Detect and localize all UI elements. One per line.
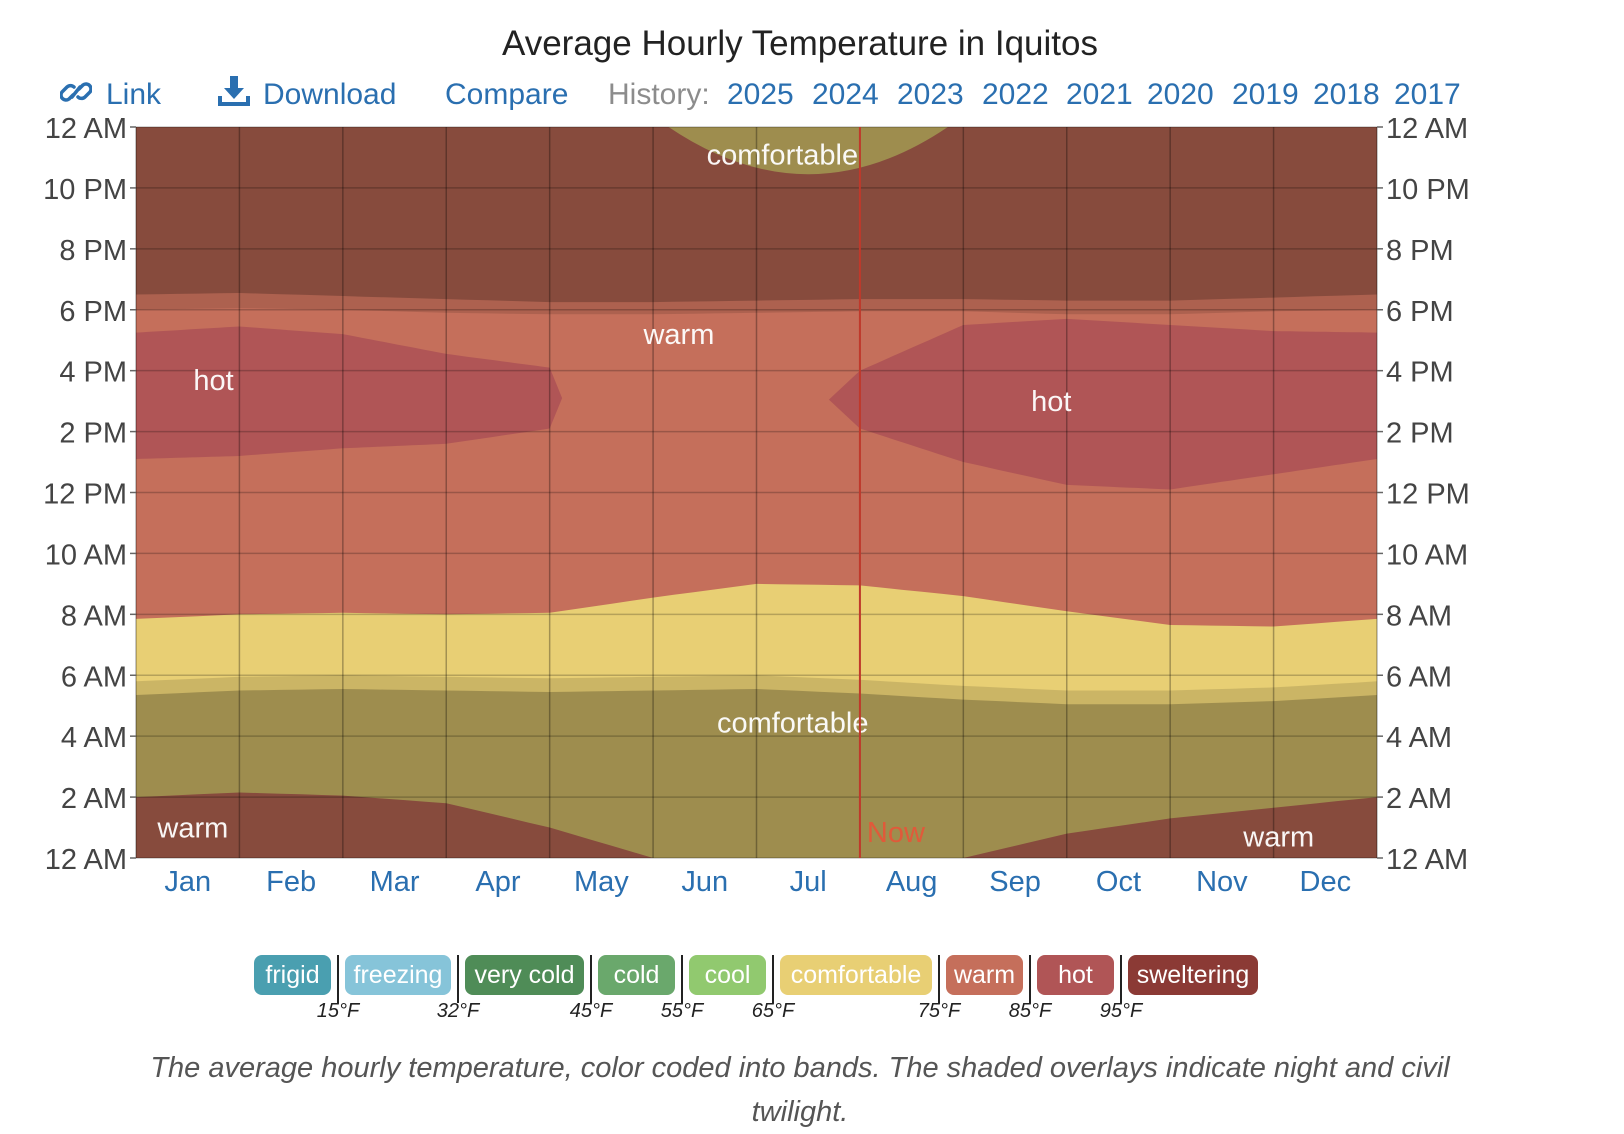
threshold-label: 32°F [436, 1000, 480, 1022]
y-tick-label-right: 8 AM [1386, 600, 1452, 632]
night-overlay-evening [136, 127, 1377, 303]
month-label: Dec [1300, 866, 1352, 898]
download-arrow-icon [218, 74, 250, 108]
threshold-label: 75°F [917, 1000, 961, 1022]
history-label: History: [608, 78, 710, 111]
history-year-2020[interactable]: 2020 [1147, 78, 1214, 111]
compare-button[interactable]: Compare [445, 78, 569, 111]
month-label: Jul [790, 866, 827, 898]
y-tick-label-left: 4 AM [61, 722, 127, 754]
comfortable-band [136, 583, 1377, 858]
threshold-label: 45°F [569, 1000, 613, 1022]
month-label: Apr [475, 866, 520, 898]
legend-hot: hot [1037, 955, 1114, 995]
threshold-label: 15°F [316, 1000, 360, 1022]
legend-sweltering: sweltering [1128, 955, 1258, 995]
night-overlay-morning [136, 689, 1377, 858]
month-label: May [574, 866, 629, 898]
y-tick-label-right: 6 PM [1386, 296, 1454, 328]
y-tick-label-right: 10 PM [1386, 174, 1470, 206]
y-tick-label-right: 12 PM [1386, 479, 1470, 511]
history-year-2019[interactable]: 2019 [1232, 78, 1299, 111]
early-warm-band [136, 792, 1377, 858]
y-tick-label-left: 10 PM [43, 174, 127, 206]
region-label: warm [1242, 822, 1314, 854]
y-tick-label-left: 8 AM [61, 600, 127, 632]
region-label: warm [156, 813, 228, 845]
y-tick-label-left: 10 AM [45, 539, 127, 571]
now-marker-label: Now [867, 817, 926, 849]
hot-band-late-year [828, 318, 1377, 490]
y-tick-label-left: 6 AM [61, 661, 127, 693]
twilight-overlay-evening [136, 127, 1377, 315]
history-year-2022[interactable]: 2022 [982, 78, 1049, 111]
legend-divider [681, 955, 683, 1003]
region-label: hot [1031, 386, 1071, 418]
y-tick-label-left: 2 AM [61, 783, 127, 815]
y-tick-label-left: 12 AM [45, 844, 127, 876]
y-tick-label-right: 4 PM [1386, 357, 1454, 389]
temperature-heatmap: 12 AM 12 AM 10 PM 10 PM 8 PM 8 PM 6 PM 6 PM 4 PM… [43, 113, 1470, 898]
twilight-overlay-morning [136, 675, 1377, 858]
legend-divider [590, 955, 592, 1003]
legend-comfortable: comfortable [780, 955, 932, 995]
y-tick-label-left: 12 AM [45, 113, 127, 145]
legend-divider [337, 955, 339, 1003]
y-tick-label-left: 12 PM [43, 479, 127, 511]
month-label: Mar [370, 866, 420, 898]
history-year-2018[interactable]: 2018 [1313, 78, 1380, 111]
y-tick-label-left: 2 PM [59, 418, 127, 450]
y-tick-label-right: 8 PM [1386, 235, 1454, 267]
month-label: Aug [886, 866, 938, 898]
threshold-label: 95°F [1099, 1000, 1143, 1022]
month-label: Jun [681, 866, 728, 898]
legend-divider [1029, 955, 1031, 1003]
legend-very-cold: very cold [465, 955, 584, 995]
chart-title: Average Hourly Temperature in Iquitos [502, 24, 1098, 63]
month-label: Sep [989, 866, 1041, 898]
month-label: Nov [1196, 866, 1248, 898]
threshold-label: 55°F [660, 1000, 704, 1022]
y-tick-label-right: 12 AM [1386, 844, 1468, 876]
threshold-label: 65°F [751, 1000, 795, 1022]
chart-caption: The average hourly temperature, color co… [150, 1052, 1450, 1128]
region-label: comfortable [707, 139, 859, 171]
y-tick-label-right: 10 AM [1386, 539, 1468, 571]
chain-link-icon [60, 75, 92, 109]
region-label: hot [193, 365, 233, 397]
y-tick-label-right: 6 AM [1386, 661, 1452, 693]
y-tick-label-right: 4 AM [1386, 722, 1452, 754]
y-tick-label-right: 2 AM [1386, 783, 1452, 815]
download-label: Download [263, 78, 397, 111]
y-tick-label-left: 8 PM [59, 235, 127, 267]
legend-divider [938, 955, 940, 1003]
legend-freezing: freezing [345, 955, 451, 995]
legend-divider [457, 955, 459, 1003]
legend-divider [1120, 955, 1122, 1003]
y-tick-label-left: 6 PM [59, 296, 127, 328]
y-tick-label-right: 2 PM [1386, 418, 1454, 450]
history-year-2021[interactable]: 2021 [1066, 78, 1133, 111]
history-year-2017[interactable]: 2017 [1394, 78, 1461, 111]
y-tick-label-right: 12 AM [1386, 113, 1468, 145]
history-year-2025[interactable]: 2025 [727, 78, 794, 111]
region-label: comfortable [717, 707, 869, 739]
link-label: Link [106, 78, 162, 111]
month-label: Oct [1096, 866, 1141, 898]
legend-divider [772, 955, 774, 1003]
legend-cool: cool [689, 955, 766, 995]
hot-band-early-year [136, 326, 563, 459]
history-year-2023[interactable]: 2023 [897, 78, 964, 111]
chart-toolbar: Link Download Compare History: 2025 2024… [0, 75, 1600, 122]
month-label: Jan [164, 866, 211, 898]
history-year-2024[interactable]: 2024 [812, 78, 879, 111]
threshold-label: 85°F [1008, 1000, 1052, 1022]
late-night-comfortable-band [668, 127, 948, 175]
legend-frigid: frigid [254, 955, 331, 995]
legend-warm: warm [946, 955, 1023, 995]
month-label: Feb [266, 866, 316, 898]
y-tick-label-left: 4 PM [59, 357, 127, 389]
region-label: warm [642, 319, 714, 351]
legend-cold: cold [598, 955, 675, 995]
